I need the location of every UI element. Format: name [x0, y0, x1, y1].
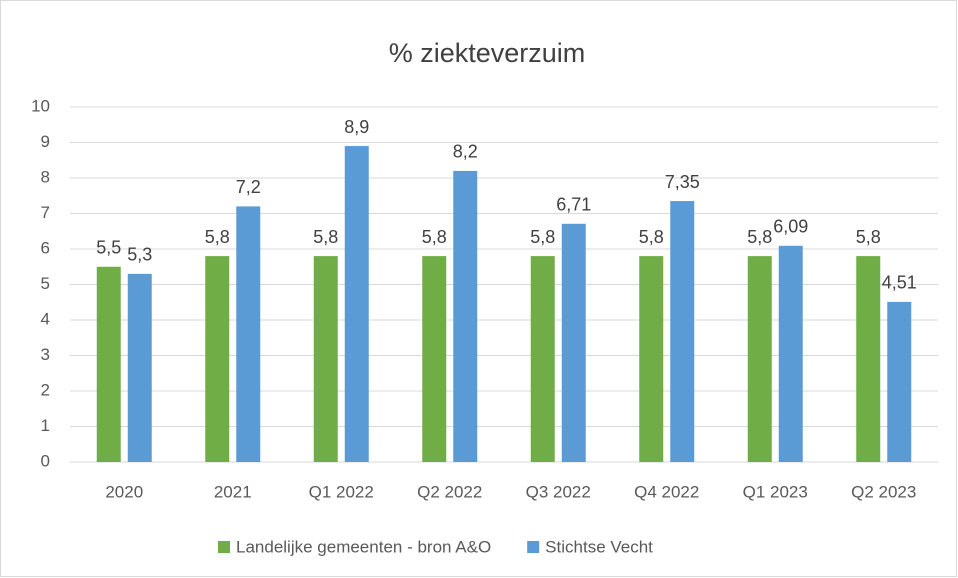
bar: [96, 266, 121, 462]
x-tick-label: Q2 2022: [417, 482, 482, 501]
chart-title: % ziekteverzuim: [389, 38, 586, 68]
y-tick-label: 5: [41, 274, 50, 293]
data-label: 4,51: [882, 273, 917, 293]
x-tick-label: Q1 2023: [743, 482, 808, 501]
bar: [856, 256, 881, 462]
y-tick-label: 9: [41, 132, 50, 151]
data-label: 5,8: [639, 227, 664, 247]
x-tick-label: Q1 2022: [309, 482, 374, 501]
bar: [639, 256, 664, 462]
data-label: 5,8: [530, 227, 555, 247]
x-tick-label: Q2 2023: [851, 482, 916, 501]
data-label: 7,35: [665, 172, 700, 192]
x-tick-label: 2021: [214, 482, 252, 501]
legend-label: Landelijke gemeenten - bron A&O: [236, 537, 491, 556]
y-tick-label: 3: [41, 345, 50, 364]
bar: [453, 170, 478, 462]
data-label: 5,8: [747, 227, 772, 247]
bar: [561, 223, 586, 462]
data-label: 5,8: [205, 227, 230, 247]
data-label: 8,9: [344, 117, 369, 137]
data-label: 7,2: [236, 177, 261, 197]
bar: [344, 146, 369, 463]
y-tick-label: 0: [41, 451, 50, 470]
data-label: 6,09: [773, 217, 808, 237]
bar: [205, 256, 230, 462]
data-label: 8,2: [453, 142, 478, 162]
y-tick-label: 2: [41, 380, 50, 399]
x-tick-label: 2020: [105, 482, 143, 501]
y-tick-label: 4: [41, 309, 50, 328]
legend-label: Stichtse Vecht: [545, 537, 653, 556]
data-label: 6,71: [556, 195, 591, 215]
y-tick-label: 8: [41, 167, 50, 186]
x-tick-label: Q4 2022: [634, 482, 699, 501]
y-tick-label: 1: [41, 416, 50, 435]
data-label: 5,3: [127, 245, 152, 265]
bar: [127, 273, 152, 462]
bar: [778, 245, 803, 462]
legend-swatch: [527, 541, 540, 553]
bar: [530, 256, 555, 462]
bar: [670, 201, 695, 462]
legend-swatch: [218, 541, 230, 553]
data-label: 5,8: [856, 227, 881, 247]
bar: [887, 301, 912, 462]
y-tick-label: 6: [41, 238, 50, 257]
data-label: 5,8: [313, 227, 338, 247]
bar: [747, 256, 772, 462]
y-tick-label: 7: [41, 203, 50, 222]
x-tick-label: Q3 2022: [526, 482, 591, 501]
bar: [422, 256, 447, 462]
bar: [236, 206, 261, 462]
data-label: 5,5: [96, 238, 121, 258]
y-tick-label: 10: [31, 96, 50, 115]
data-label: 5,8: [422, 227, 447, 247]
bar: [313, 256, 338, 462]
